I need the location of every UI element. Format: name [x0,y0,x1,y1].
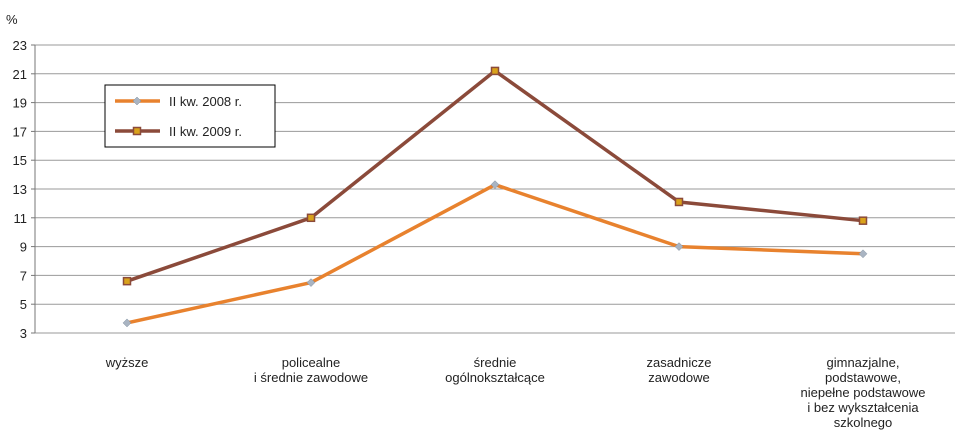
y-tick-label: 15 [13,153,27,168]
marker [306,213,316,223]
marker [674,197,684,207]
marker [132,96,142,106]
y-tick-label: 3 [20,326,27,341]
x-tick-label: policealne i średnie zawodowe [254,355,368,385]
marker [122,318,132,328]
y-tick-label: 19 [13,96,27,111]
marker [490,66,500,76]
marker [306,278,316,287]
x-tick-label: zasadnicze zawodowe [646,355,711,385]
y-axis-label: % [6,12,18,27]
y-tick-label: 5 [20,297,27,312]
y-tick-label: 23 [13,38,27,53]
y-tick-label: 9 [20,240,27,255]
x-tick-label: średnie ogólnokształcące [445,355,545,385]
legend-box [104,84,276,148]
y-tick-label: 13 [13,182,27,197]
legend: II kw. 2008 r. II kw. 2009 r. [104,84,276,148]
x-tick-label: gimnazjalne, podstawowe, niepełne podstawo… [800,355,925,430]
legend-label: II kw. 2008 r. [169,94,242,109]
y-tick-label: 17 [13,124,27,139]
marker [674,242,684,251]
marker [490,180,500,190]
legend-label: II kw. 2009 r. [169,124,242,139]
marker [132,126,142,136]
series-line [126,182,864,325]
marker [858,249,868,259]
y-tick-label: 11 [14,211,28,226]
y-tick-label: 21 [13,67,27,82]
marker [858,216,868,225]
marker [122,276,132,286]
x-tick-label: wyższe [105,355,149,370]
y-tick-label: 7 [20,268,27,283]
